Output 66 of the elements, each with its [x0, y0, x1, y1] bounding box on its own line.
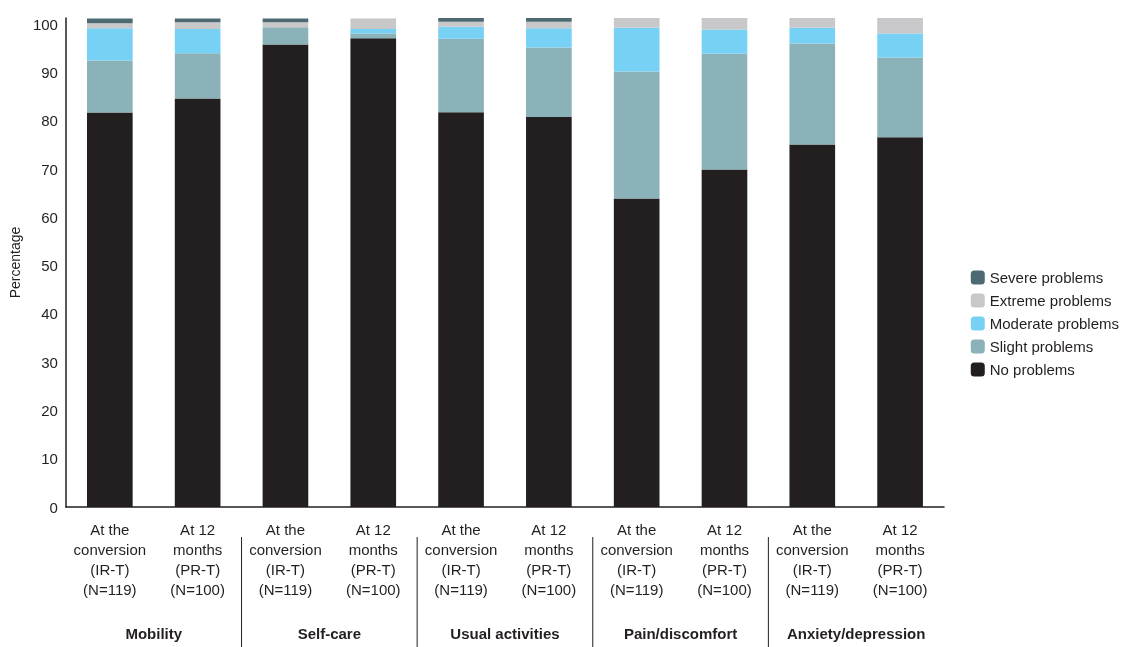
bar — [262, 22, 309, 28]
bar — [438, 38, 484, 113]
y-tick-label: 60 — [41, 208, 58, 226]
x-tick-label: At 12 months (PR-T) (N=100) — [170, 520, 225, 598]
bar — [526, 28, 572, 48]
bar — [174, 29, 221, 54]
bar — [526, 18, 572, 22]
bar — [613, 71, 660, 199]
bar — [613, 27, 660, 72]
text: Mobility — [125, 624, 183, 642]
bar — [174, 53, 221, 99]
bar — [350, 29, 397, 34]
x-tick-label: At the conversion (IR-T) (N=119) — [249, 520, 322, 598]
legend-label: Extreme problems — [989, 292, 1112, 309]
bar — [174, 22, 221, 30]
y-axis-title: Percentage — [7, 226, 23, 299]
text: Usual activities — [450, 624, 560, 642]
bar — [701, 53, 748, 170]
bar — [877, 18, 923, 34]
bar — [789, 27, 836, 44]
x-tick-label: At the conversion (IR-T) (N=119) — [73, 520, 147, 598]
bar — [174, 18, 221, 23]
bar — [877, 57, 923, 138]
bar — [438, 26, 484, 39]
y-tick-label: 20 — [41, 401, 58, 419]
x-tick-label: At 12 months (PR-T) (N=100) — [697, 520, 752, 598]
legend-label: Severe problems — [989, 269, 1104, 286]
y-tick-label: 70 — [41, 160, 58, 178]
x-tick-label: At the conversion (IR-T) (N=119) — [424, 520, 498, 598]
bar — [438, 21, 484, 27]
bar — [613, 18, 660, 28]
bar — [438, 18, 484, 22]
x-tick-label: At 12 months (PR-T) (N=100) — [345, 520, 401, 598]
bar — [526, 47, 572, 117]
y-tick-label: 80 — [41, 112, 58, 130]
text: Pain/discomfort — [623, 624, 738, 642]
legend-label: Slight problems — [989, 338, 1094, 355]
legend-label: Moderate problems — [989, 315, 1120, 332]
bar — [789, 18, 836, 28]
bar — [526, 21, 572, 29]
bar — [701, 29, 748, 54]
y-tick-label: 40 — [41, 305, 58, 323]
bar — [262, 18, 309, 23]
bar — [701, 18, 748, 30]
y-tick-label: 90 — [41, 64, 58, 82]
x-tick-label: At 12 months (PR-T) (N=100) — [521, 520, 577, 598]
bar — [350, 33, 397, 39]
x-tick-label: At the conversion (IR-T) (N=119) — [600, 520, 673, 598]
bar — [87, 18, 133, 24]
text: Self-care — [297, 624, 362, 642]
y-tick-label: 0 — [49, 498, 58, 516]
bar — [87, 60, 133, 113]
bar — [87, 28, 133, 61]
text: Anxiety/depression — [787, 624, 926, 642]
bar — [877, 33, 923, 58]
legend-label: No problems — [989, 361, 1075, 378]
bar — [262, 27, 309, 45]
y-tick-label: 100 — [32, 15, 58, 33]
y-tick-label: 50 — [41, 257, 58, 275]
x-tick-label: At the conversion (IR-T) (N=119) — [776, 520, 849, 598]
bar — [350, 18, 397, 30]
y-tick-label: 10 — [41, 450, 58, 468]
x-tick-label: At 12 months (PR-T) (N=100) — [872, 520, 928, 598]
y-tick-label: 30 — [41, 353, 58, 371]
bar — [789, 43, 836, 145]
bar — [87, 23, 133, 29]
